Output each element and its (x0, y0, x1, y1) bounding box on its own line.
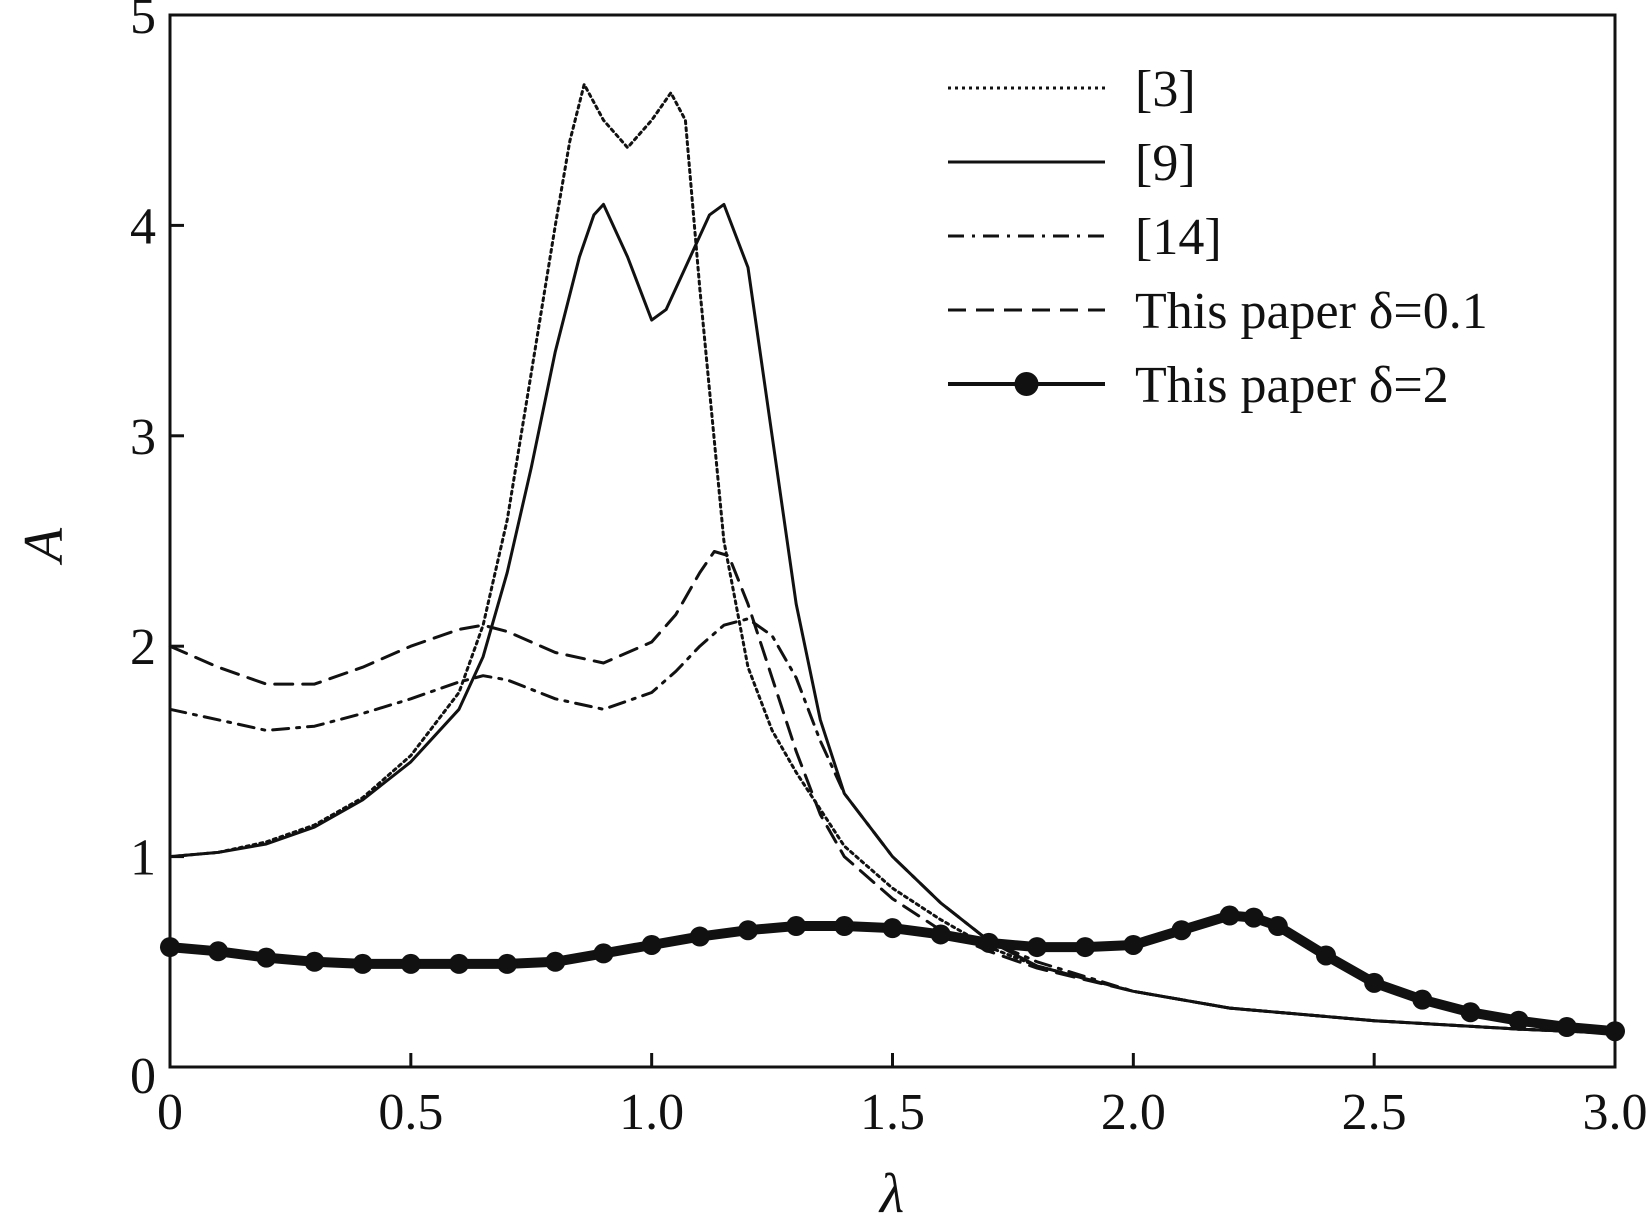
series-point-4-21 (1171, 920, 1192, 941)
series-point-4-28 (1460, 1002, 1481, 1023)
series-point-4-19 (1075, 937, 1096, 958)
x-tick-label-1: 0.5 (378, 1084, 443, 1141)
series-point-4-15 (882, 918, 903, 939)
series-point-4-2 (256, 947, 277, 968)
legend-label-3: This paper δ=0.1 (1135, 283, 1488, 340)
series-point-4-1 (208, 941, 229, 962)
series-point-4-30 (1556, 1017, 1577, 1038)
x-tick-label-0: 0 (157, 1084, 183, 1141)
series-point-4-9 (593, 943, 614, 964)
x-tick-label-5: 2.5 (1342, 1084, 1407, 1141)
legend-label-0: [3] (1135, 61, 1196, 118)
x-tick-label-6: 3.0 (1583, 1084, 1648, 1141)
y-tick-label-2: 2 (130, 619, 156, 676)
series-point-4-11 (689, 926, 710, 947)
series-point-4-4 (352, 953, 373, 974)
series-point-4-18 (1027, 937, 1047, 958)
series-point-4-26 (1364, 972, 1385, 993)
y-tick-label-3: 3 (130, 409, 156, 466)
x-axis-label: λ (878, 1163, 904, 1223)
x-tick-label-2: 1.0 (619, 1084, 684, 1141)
series-point-4-24 (1267, 916, 1288, 937)
series-line-2 (168, 617, 1617, 1035)
y-axis-label: A (13, 527, 75, 566)
series-point-4-8 (545, 951, 566, 972)
legend-label-4: This paper δ=2 (1135, 357, 1449, 414)
series-point-4-3 (304, 951, 325, 972)
series-point-4-10 (641, 934, 662, 955)
series-point-4-13 (786, 916, 807, 937)
legend-marker-4 (1014, 372, 1039, 396)
series-point-4-14 (834, 916, 855, 937)
series-point-4-27 (1412, 989, 1433, 1010)
series-point-4-17 (978, 932, 999, 953)
series-point-4-29 (1508, 1010, 1529, 1031)
series-line-0 (168, 82, 1617, 1035)
series-point-4-6 (449, 953, 469, 974)
series-point-4-22 (1219, 905, 1240, 926)
series-point-4-20 (1123, 934, 1144, 955)
series-line-1 (168, 202, 1617, 1035)
legend-label-2: [14] (1135, 209, 1222, 266)
series-point-4-16 (930, 924, 951, 945)
plot-frame (168, 13, 1617, 1069)
series-point-4-25 (1316, 945, 1336, 966)
y-tick-label-1: 1 (130, 830, 156, 887)
series-point-4-12 (738, 920, 758, 941)
series-layer (160, 82, 1625, 1042)
series-line-3 (168, 550, 1617, 1035)
series-point-4-23 (1243, 907, 1264, 928)
series-point-4-7 (497, 953, 518, 974)
x-tick-label-3: 1.5 (860, 1084, 925, 1141)
legend-label-1: [9] (1135, 135, 1196, 192)
axis-ticks: 0 0.5 1.0 1.5 2.0 2.5 3.0 0 1 2 3 4 5 (130, 0, 1648, 1141)
series-point-4-5 (400, 953, 421, 974)
legend: [3] [9] [14] This paper δ=0.1 This paper δ=2 (948, 61, 1488, 414)
y-tick-label-0: 0 (130, 1048, 156, 1105)
y-tick-label-4: 4 (130, 198, 156, 255)
x-tick-label-4: 2.0 (1101, 1084, 1166, 1141)
y-tick-label-5: 5 (130, 0, 156, 45)
